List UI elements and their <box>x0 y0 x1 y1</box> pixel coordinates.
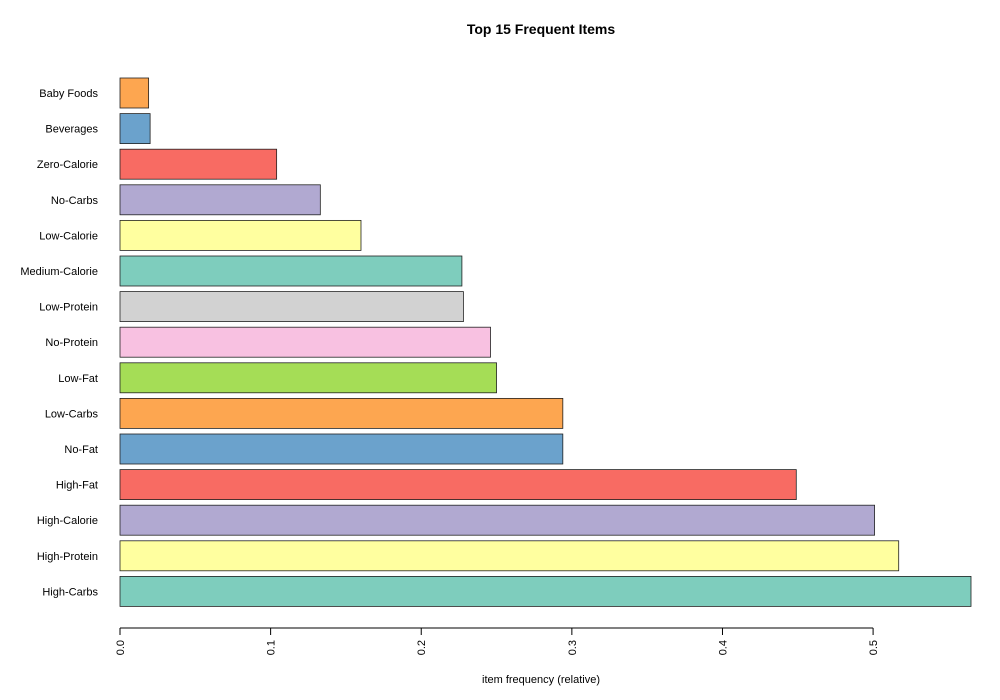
chart-title: Top 15 Frequent Items <box>467 21 616 37</box>
category-label: High-Fat <box>56 480 98 492</box>
category-label: High-Calorie <box>37 515 98 527</box>
x-axis-label: item frequency (relative) <box>482 674 600 686</box>
bar <box>119 113 151 144</box>
bar <box>119 184 321 216</box>
bar <box>119 255 463 287</box>
category-label: No-Carbs <box>51 195 99 207</box>
category-label: Low-Carbs <box>45 408 99 420</box>
category-label: High-Protein <box>37 551 98 563</box>
category-label: Low-Calorie <box>39 230 98 242</box>
category-label: Zero-Calorie <box>37 159 98 171</box>
bar <box>119 148 278 180</box>
bar <box>119 397 564 429</box>
x-tick-label: 0.4 <box>717 640 729 655</box>
bar <box>119 540 900 572</box>
bar <box>119 291 464 323</box>
category-labels: Baby Foods Beverages Zero-Calorie No-Carbs L… <box>20 88 98 598</box>
x-tick-label: 0.0 <box>115 640 127 655</box>
category-label: Baby Foods <box>39 88 98 100</box>
bar <box>119 576 972 607</box>
x-tick-label: 0.5 <box>868 640 880 655</box>
bar <box>119 77 150 109</box>
x-tick-label: 0.2 <box>416 640 428 655</box>
bar <box>119 433 564 465</box>
category-label: High-Carbs <box>42 586 98 598</box>
category-label: Medium-Calorie <box>20 266 98 278</box>
bars-group <box>119 77 972 607</box>
bar <box>119 219 362 251</box>
x-axis: 0.0 0.1 0.2 0.3 0.4 0.5 <box>115 627 880 655</box>
bar <box>119 362 497 394</box>
bar <box>119 504 876 536</box>
x-tick-label: 0.1 <box>266 640 278 655</box>
category-label: Low-Fat <box>58 373 98 385</box>
bar <box>119 326 491 358</box>
category-label: No-Protein <box>45 337 98 349</box>
category-label: Beverages <box>45 124 98 136</box>
category-label: No-Fat <box>64 444 98 456</box>
bar <box>119 469 797 501</box>
category-label: Low-Protein <box>39 302 98 314</box>
x-tick-label: 0.3 <box>567 640 579 655</box>
